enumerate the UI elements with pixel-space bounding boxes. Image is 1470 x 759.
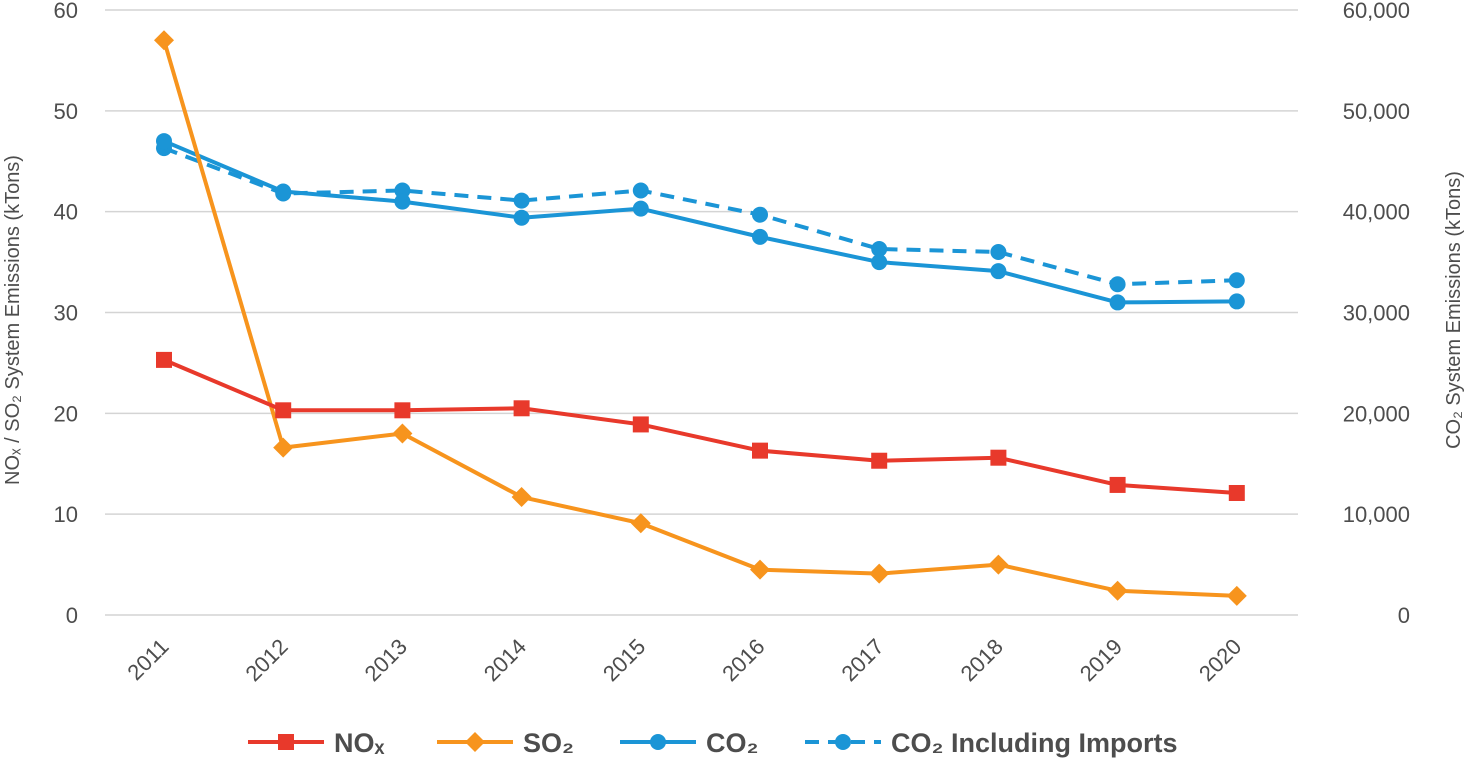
marker-diamond bbox=[392, 423, 413, 444]
series-line bbox=[162, 39, 1237, 598]
left-tick-label: 20 bbox=[54, 401, 78, 426]
legend-item-3: CO₂ Including Imports bbox=[805, 728, 1178, 758]
x-tick-label: 2019 bbox=[1075, 634, 1127, 686]
marker-circle bbox=[871, 254, 888, 271]
marker-circle bbox=[156, 133, 172, 150]
left-axis-title: NOₓ / SO₂ System Emissions (kTons) bbox=[2, 155, 24, 485]
marker-square bbox=[871, 452, 888, 469]
marker-circle bbox=[632, 200, 649, 217]
marker-square bbox=[513, 400, 530, 417]
marker-circle bbox=[394, 193, 411, 210]
marker-diamond bbox=[511, 487, 532, 508]
marker-circle bbox=[990, 263, 1007, 280]
gridlines bbox=[105, 9, 1298, 616]
marker-circle bbox=[1109, 294, 1126, 311]
marker-circle bbox=[752, 228, 768, 245]
legend-item-2: CO₂ bbox=[620, 728, 759, 758]
legend-item-0: NOₓ bbox=[248, 728, 385, 758]
series-1 bbox=[154, 30, 1247, 606]
marker-circle bbox=[1109, 276, 1126, 293]
marker-square bbox=[752, 442, 768, 459]
marker-square bbox=[156, 351, 172, 368]
marker-circle bbox=[1228, 293, 1245, 310]
x-tick-label: 2018 bbox=[956, 634, 1008, 686]
marker-square bbox=[632, 416, 649, 433]
marker-circle bbox=[835, 734, 851, 750]
marker-circle bbox=[990, 244, 1007, 260]
right-tick-label: 60,000 bbox=[1343, 0, 1410, 23]
marker-diamond bbox=[869, 563, 890, 584]
legend-label: SO₂ bbox=[523, 728, 574, 758]
x-tick-label: 2017 bbox=[836, 634, 888, 686]
marker-diamond bbox=[988, 554, 1009, 575]
legend-label: CO₂ bbox=[706, 728, 759, 758]
legend: NOₓ SO₂ CO₂ CO₂ Including Imports bbox=[248, 728, 1178, 758]
marker-square bbox=[1109, 476, 1126, 493]
marker-circle bbox=[275, 183, 292, 200]
marker-square bbox=[990, 449, 1007, 466]
right-axis-ticks: 0 10,000 20,000 30,000 40,000 50,000 60,000 bbox=[1343, 0, 1410, 628]
marker-diamond bbox=[154, 30, 174, 51]
x-tick-label: 2020 bbox=[1194, 634, 1246, 686]
right-tick-label: 10,000 bbox=[1343, 502, 1410, 527]
marker-circle bbox=[1228, 272, 1245, 289]
marker-circle bbox=[513, 192, 530, 209]
x-tick-label: 2011 bbox=[122, 634, 173, 685]
marker-circle bbox=[752, 206, 768, 223]
marker-circle bbox=[650, 734, 666, 750]
x-tick-label: 2015 bbox=[598, 634, 650, 686]
marker-circle bbox=[871, 240, 888, 257]
legend-label: CO₂ Including Imports bbox=[891, 728, 1178, 758]
right-tick-label: 40,000 bbox=[1343, 200, 1410, 225]
marker-square bbox=[1228, 484, 1245, 501]
x-tick-label: 2013 bbox=[360, 634, 412, 686]
right-tick-label: 30,000 bbox=[1343, 301, 1410, 326]
marker-diamond bbox=[1107, 580, 1128, 601]
left-tick-label: 30 bbox=[54, 301, 78, 326]
marker-circle bbox=[394, 182, 411, 199]
series-3 bbox=[156, 140, 1245, 293]
marker-square bbox=[278, 734, 294, 750]
left-axis-ticks: 0 10 20 30 40 50 60 bbox=[54, 0, 78, 628]
right-tick-label: 20,000 bbox=[1343, 401, 1410, 426]
marker-square bbox=[394, 402, 411, 419]
left-tick-label: 50 bbox=[54, 99, 78, 124]
left-tick-label: 60 bbox=[54, 0, 78, 23]
x-tick-label: 2014 bbox=[479, 634, 531, 686]
left-tick-label: 10 bbox=[54, 502, 78, 527]
marker-diamond bbox=[273, 437, 294, 458]
marker-square bbox=[275, 402, 292, 419]
series-line bbox=[163, 146, 1237, 287]
marker-diamond bbox=[1226, 585, 1247, 606]
x-tick-label: 2012 bbox=[240, 634, 292, 686]
marker-diamond bbox=[630, 513, 651, 534]
marker-diamond bbox=[750, 559, 770, 580]
x-tick-label: 2016 bbox=[717, 634, 769, 686]
series-0 bbox=[156, 351, 1245, 501]
right-tick-label: 0 bbox=[1398, 603, 1410, 628]
x-axis-ticks: 2011 2012 2013 2014 2015 2016 2017 2018 2019 2020 bbox=[122, 634, 1246, 686]
right-axis-title: CO₂ System Emissions (kTons) bbox=[1443, 171, 1465, 449]
left-tick-label: 40 bbox=[54, 200, 78, 225]
series-layer bbox=[154, 30, 1247, 606]
legend-item-1: SO₂ bbox=[437, 728, 574, 758]
marker-circle bbox=[513, 209, 530, 226]
marker-diamond bbox=[465, 732, 485, 752]
marker-circle bbox=[632, 182, 649, 199]
legend-label: NOₓ bbox=[334, 728, 385, 758]
series-line bbox=[163, 139, 1237, 305]
left-tick-label: 0 bbox=[66, 603, 78, 628]
series-2 bbox=[156, 133, 1245, 311]
right-tick-label: 50,000 bbox=[1343, 99, 1410, 124]
series-line bbox=[163, 358, 1237, 495]
